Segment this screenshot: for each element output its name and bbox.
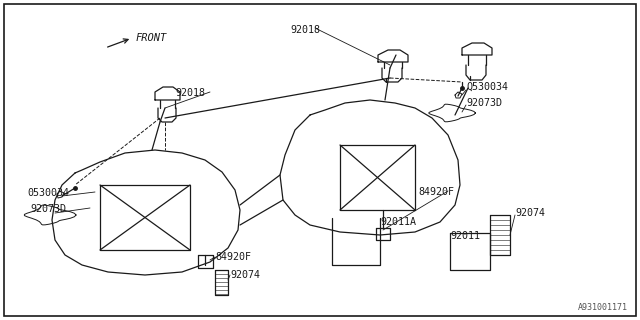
Text: Q530034: Q530034: [466, 82, 508, 92]
Text: A931001171: A931001171: [578, 303, 628, 312]
Text: 92011: 92011: [450, 231, 480, 241]
Text: 92011A: 92011A: [380, 217, 416, 227]
Text: 92018: 92018: [290, 25, 320, 35]
Text: 84920F: 84920F: [418, 187, 454, 197]
Text: 92074: 92074: [230, 270, 260, 280]
Text: 92073D: 92073D: [466, 98, 502, 108]
Text: 92018: 92018: [175, 88, 205, 98]
Text: 0530034: 0530034: [27, 188, 69, 198]
Text: 92074: 92074: [515, 208, 545, 218]
Text: FRONT: FRONT: [136, 33, 167, 43]
Text: 84920F: 84920F: [215, 252, 251, 262]
Text: 92073D: 92073D: [30, 204, 66, 214]
